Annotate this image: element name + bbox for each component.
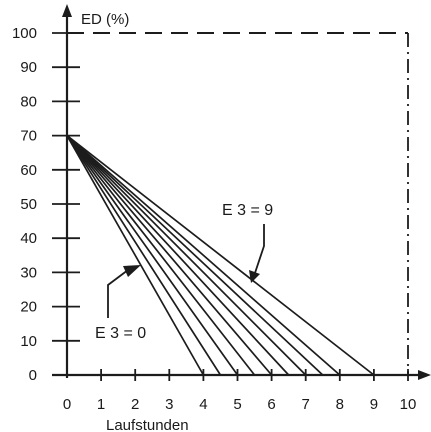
x-tick-label: 8	[336, 396, 344, 413]
x-tick-label: 2	[131, 396, 139, 413]
y-tick-label: 60	[20, 162, 37, 179]
annotation-e3-9-arrowhead	[249, 270, 260, 283]
series-layer	[66, 134, 375, 376]
x-tick-label: 1	[97, 396, 105, 413]
x-axis-title: Laufstunden	[106, 417, 189, 432]
series-line-9	[66, 134, 375, 376]
x-tick-label: 10	[400, 396, 417, 413]
series-line-0	[66, 135, 205, 376]
annotation-layer: E 3 = 9 E 3 = 0	[95, 202, 273, 342]
y-axis-arrow	[62, 4, 72, 17]
annotation-e3-0: E 3 = 0	[95, 325, 146, 342]
series-line-6	[66, 134, 307, 376]
x-tick-label: 9	[370, 396, 378, 413]
y-tick-label: 80	[20, 93, 37, 110]
x-tick-label: 0	[63, 396, 71, 413]
series-line-1	[66, 135, 222, 376]
y-tick-label: 40	[20, 230, 37, 247]
series-line-8	[66, 134, 341, 376]
x-tick-label: 3	[165, 396, 173, 413]
series-line-2	[66, 135, 239, 376]
x-tick-label: 6	[267, 396, 275, 413]
y-tick-label: 50	[20, 196, 37, 213]
y-tick-label: 20	[20, 299, 37, 316]
series-line-5	[66, 135, 290, 376]
x-tick-label: 5	[233, 396, 241, 413]
limit-box-layer	[67, 32, 409, 375]
series-line-4	[66, 135, 273, 376]
annotation-e3-9-arrow	[253, 224, 265, 277]
axes-layer: 0 10 20 30 40 50 60 70 80 90 100 0 1 2 3 4 5 6 7 8 9 10	[12, 4, 431, 413]
y-tick-label: 10	[20, 333, 37, 350]
y-tick-label: 30	[20, 264, 37, 281]
y-tick-label: 90	[20, 59, 37, 76]
series-line-7	[66, 134, 324, 376]
annotation-e3-0-arrow	[107, 269, 129, 318]
y-tick-label: 70	[20, 128, 37, 145]
y-axis-title: ED (%)	[81, 11, 129, 28]
x-tick-label: 4	[199, 396, 207, 413]
annotation-e3-9: E 3 = 9	[222, 202, 273, 219]
y-tick-label: 100	[12, 25, 37, 42]
x-tick-label: 7	[302, 396, 310, 413]
annotation-e3-0-arrowhead	[123, 265, 141, 277]
series-line-3	[66, 135, 256, 376]
x-axis-arrow	[418, 370, 431, 380]
y-tick-label: 0	[29, 367, 37, 384]
